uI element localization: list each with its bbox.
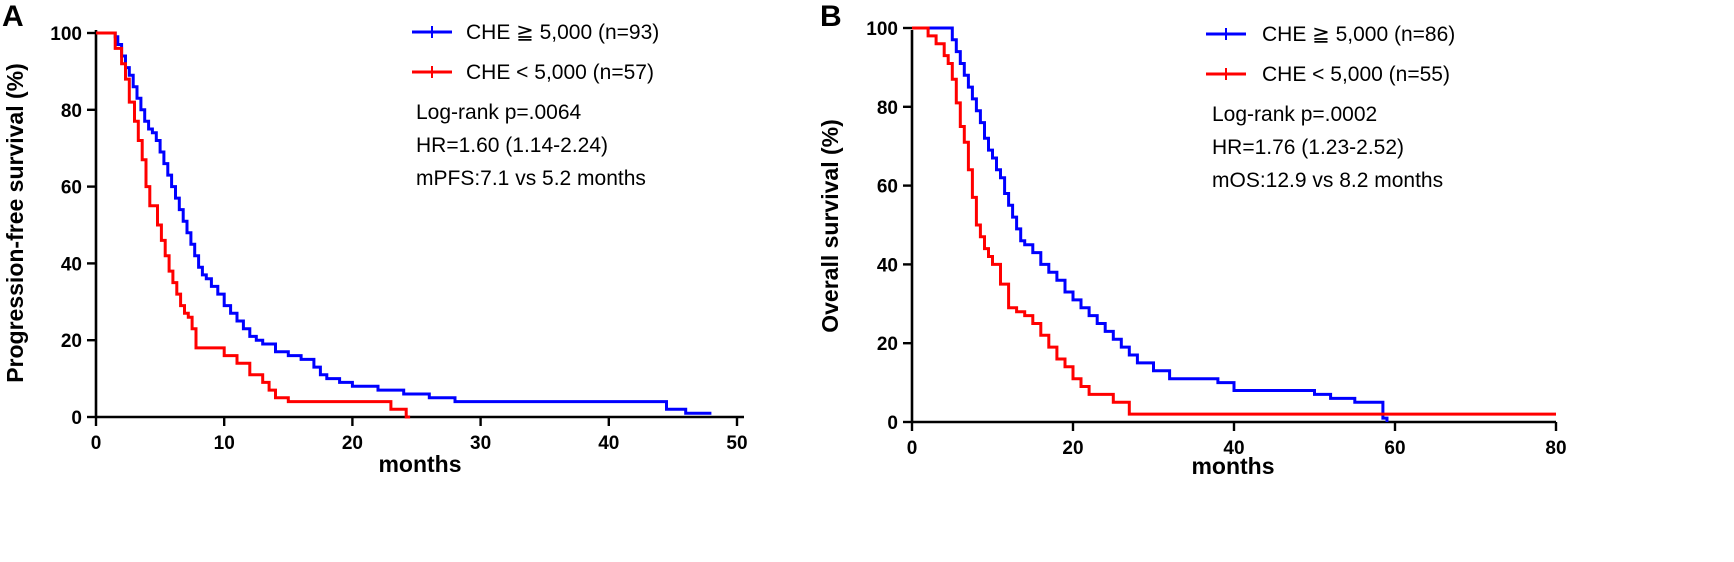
survival-curve-red	[96, 31, 411, 419]
y-axis-title: Progression-free survival (%)	[2, 63, 28, 383]
x-tick-label: 60	[1384, 438, 1405, 459]
stat-hr: HR=1.76 (1.23-2.52)	[1212, 136, 1404, 159]
x-tick-group: 0 20 40 60 80	[907, 422, 1567, 459]
panel-b: B 0 20 40 60 80 100 0 20 40 60 80 Overall surviva…	[817, 0, 1567, 479]
stat-median: mPFS:7.1 vs 5.2 months	[416, 167, 646, 190]
y-tick-label: 20	[61, 331, 82, 352]
survival-curve-blue	[912, 26, 1389, 422]
legend-label-blue: CHE ≧ 5,000 (n=86)	[1262, 23, 1455, 46]
legend-label-blue: CHE ≧ 5,000 (n=93)	[466, 21, 659, 44]
y-tick-label: 40	[877, 255, 898, 276]
y-tick-label: 20	[877, 334, 898, 355]
x-tick-label: 20	[1062, 438, 1083, 459]
y-axis-title: Overall survival (%)	[817, 119, 843, 333]
panel-a: A 0 20 40 60 80 100 0 10 20 30 40 50 Progression-f…	[2, 0, 748, 477]
x-tick-group: 0 10 20 30 40 50	[91, 417, 748, 454]
x-tick-label: 0	[907, 438, 918, 459]
x-tick-label: 10	[214, 433, 235, 454]
y-tick-label: 100	[866, 19, 898, 40]
x-axis-title: months	[378, 451, 461, 477]
stat-median: mOS:12.9 vs 8.2 months	[1212, 169, 1443, 192]
y-tick-label: 60	[61, 178, 82, 199]
legend-label-red: CHE < 5,000 (n=55)	[1262, 63, 1450, 86]
x-tick-label: 20	[342, 433, 363, 454]
x-axis-title: months	[1191, 453, 1274, 479]
y-tick-group: 0 20 40 60 80 100	[866, 19, 912, 434]
panel-label: B	[820, 0, 842, 33]
curve-group	[96, 31, 712, 419]
x-tick-label: 30	[470, 433, 491, 454]
stat-hr: HR=1.60 (1.14-2.24)	[416, 134, 608, 157]
y-tick-label: 80	[61, 101, 82, 122]
y-tick-label: 60	[877, 177, 898, 198]
x-tick-label: 0	[91, 433, 102, 454]
legend-label-red: CHE < 5,000 (n=57)	[466, 61, 654, 84]
y-tick-label: 80	[877, 98, 898, 119]
y-tick-label: 0	[71, 408, 82, 429]
x-tick-label: 40	[598, 433, 619, 454]
stats-annotation: Log-rank p=.0064 HR=1.60 (1.14-2.24) mPF…	[416, 101, 646, 190]
stats-annotation: Log-rank p=.0002 HR=1.76 (1.23-2.52) mOS…	[1212, 103, 1443, 192]
y-tick-label: 100	[50, 24, 82, 45]
legend: CHE ≧ 5,000 (n=93) CHE < 5,000 (n=57)	[412, 21, 659, 84]
y-tick-label: 0	[887, 413, 898, 434]
y-tick-label: 40	[61, 254, 82, 275]
curve-group	[912, 26, 1556, 422]
panel-label: A	[2, 0, 24, 33]
stat-logrank: Log-rank p=.0064	[416, 101, 582, 124]
y-tick-group: 0 20 40 60 80 100	[50, 24, 96, 429]
legend: CHE ≧ 5,000 (n=86) CHE < 5,000 (n=55)	[1206, 23, 1455, 86]
survival-curve-blue	[96, 31, 712, 415]
x-tick-label: 40	[1223, 438, 1244, 459]
survival-curve-red	[912, 26, 1556, 416]
stat-logrank: Log-rank p=.0002	[1212, 103, 1377, 126]
x-tick-label: 50	[726, 433, 747, 454]
x-tick-label: 80	[1545, 438, 1566, 459]
